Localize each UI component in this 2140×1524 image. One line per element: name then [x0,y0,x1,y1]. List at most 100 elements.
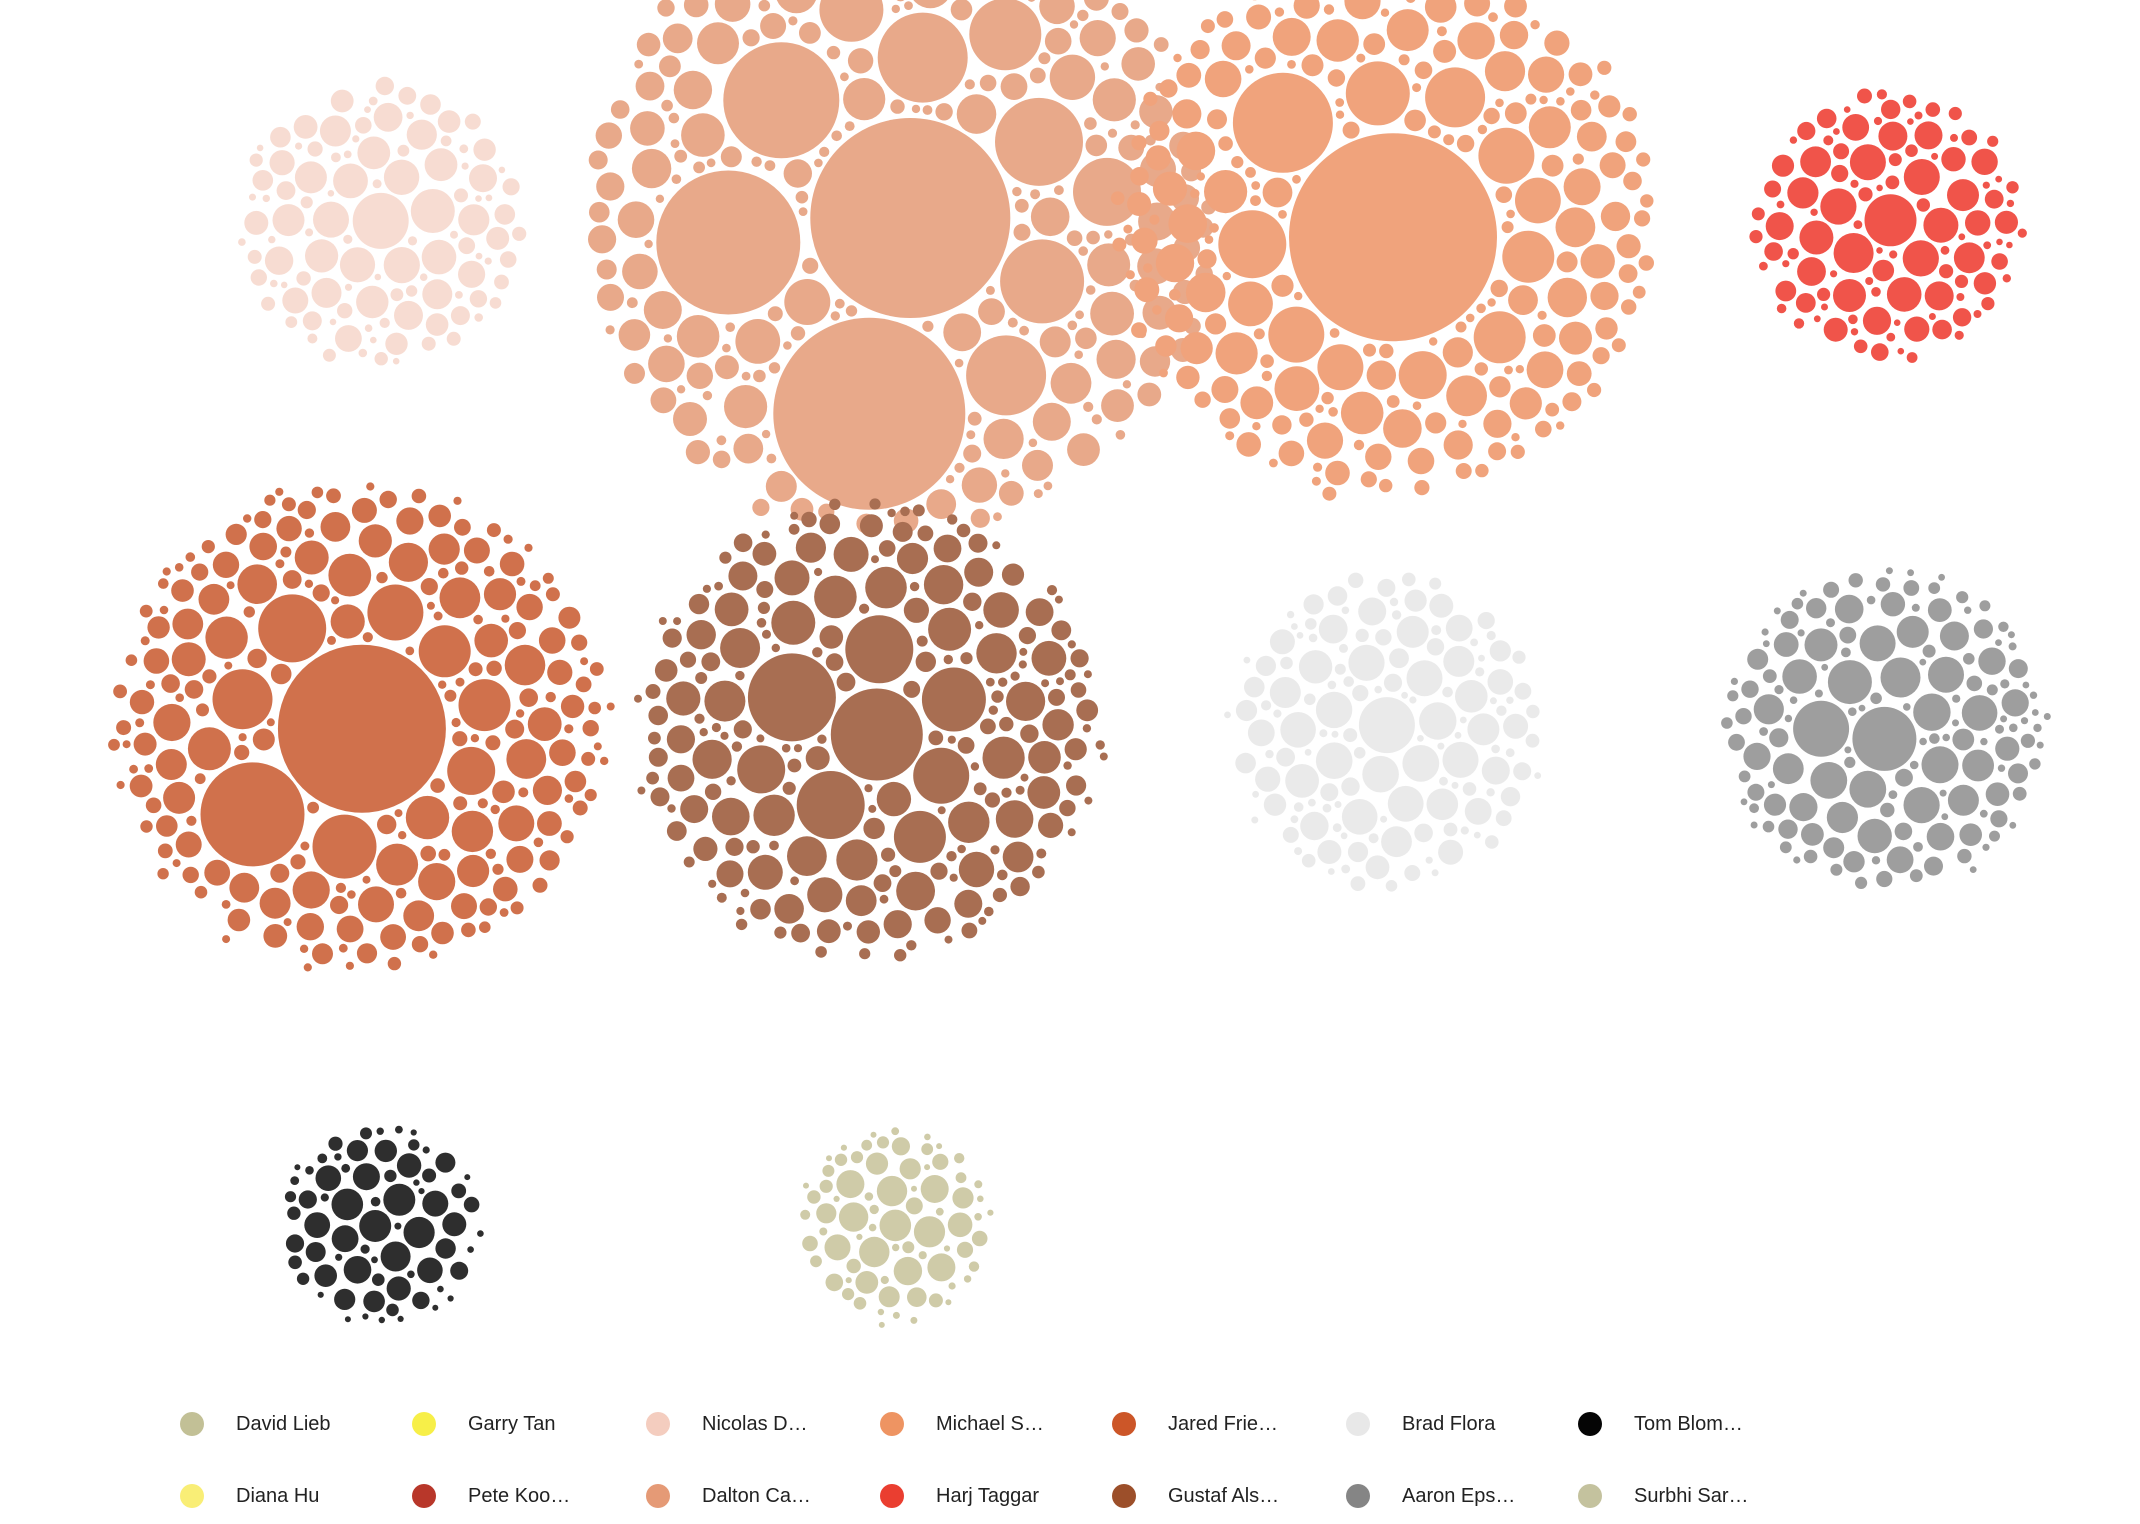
bubble[interactable] [1952,719,1959,727]
bubble[interactable] [533,837,544,848]
bubble[interactable] [1789,696,1798,704]
bubble[interactable] [408,1139,420,1151]
bubble[interactable] [276,515,302,542]
bubble[interactable] [819,146,830,157]
bubble[interactable] [1502,230,1555,283]
bubble[interactable] [958,851,995,888]
bubble[interactable] [1893,319,1901,327]
bubble[interactable] [1495,810,1512,827]
bubble[interactable] [352,135,360,143]
bubble[interactable] [307,801,319,814]
bubble[interactable] [372,179,382,189]
bubble[interactable] [1366,360,1397,390]
bubble[interactable] [1228,281,1273,327]
bubble[interactable] [1443,822,1458,837]
bubble[interactable] [1274,366,1320,411]
bubble[interactable] [1505,748,1515,758]
bubble[interactable] [891,1127,900,1136]
bubble[interactable] [666,725,696,754]
bubble[interactable] [304,579,314,588]
bubble[interactable] [581,751,596,766]
bubble[interactable] [728,561,758,591]
bubble[interactable] [850,1151,864,1164]
bubble[interactable] [1876,247,1883,254]
bubble[interactable] [330,604,365,639]
bubble[interactable] [1446,375,1487,417]
bubble[interactable] [1131,135,1147,151]
bubble[interactable] [825,1273,844,1292]
bubble[interactable] [418,863,456,901]
bubble[interactable] [1939,264,1954,279]
bubble[interactable] [312,943,333,965]
bubble[interactable] [1539,95,1548,105]
bubble[interactable] [676,385,686,394]
bubble[interactable] [1590,281,1619,311]
bubble[interactable] [840,1144,848,1151]
bubble[interactable] [983,418,1024,459]
bubble[interactable] [1623,171,1642,191]
bubble[interactable] [135,718,145,728]
bubble[interactable] [909,581,920,592]
bubble[interactable] [270,663,292,685]
bubble[interactable] [1261,700,1272,711]
bubble[interactable] [692,739,732,779]
bubble[interactable] [845,1277,852,1284]
bubble[interactable] [790,876,799,886]
bubble[interactable] [302,311,322,331]
bubble[interactable] [172,859,181,868]
bubble[interactable] [360,1244,370,1254]
bubble[interactable] [437,110,461,133]
bubble[interactable] [153,703,191,742]
bubble[interactable] [1122,380,1132,389]
bubble[interactable] [1823,135,1834,146]
bubble[interactable] [1442,741,1479,778]
bubble[interactable] [1083,401,1094,412]
bubble[interactable] [645,684,661,699]
bubble[interactable] [377,814,397,835]
bubble[interactable] [299,944,309,953]
bubble[interactable] [294,1164,301,1171]
bubble[interactable] [1339,643,1348,653]
bubble[interactable] [1771,154,1795,177]
bubble[interactable] [2029,691,2038,699]
bubble[interactable] [256,144,264,152]
bubble[interactable] [1833,143,1850,160]
bubble[interactable] [1799,220,1834,255]
bubble[interactable] [1427,125,1441,139]
bubble[interactable] [987,1209,994,1216]
bubble[interactable] [702,390,713,401]
bubble[interactable] [1343,728,1358,743]
bubble[interactable] [1559,321,1592,355]
bubble[interactable] [1425,67,1486,128]
bubble[interactable] [1038,812,1064,839]
bubble[interactable] [362,1313,369,1320]
bubble[interactable] [1232,72,1333,173]
bubble[interactable] [998,480,1024,506]
bubble[interactable] [876,1136,890,1149]
bubble[interactable] [1409,696,1417,704]
bubble[interactable] [1991,253,2008,270]
bubble[interactable] [714,0,751,22]
bubble[interactable] [461,162,469,170]
bubble[interactable] [264,494,276,506]
bubble[interactable] [1261,370,1273,382]
bubble[interactable] [2043,713,2051,720]
bubble[interactable] [802,257,819,274]
bubble[interactable] [560,830,574,844]
bubble[interactable] [1459,716,1467,724]
bubble[interactable] [1054,185,1064,196]
bubble[interactable] [1265,749,1274,759]
bubble[interactable] [417,1257,443,1284]
bubble[interactable] [1969,866,1977,873]
bubble[interactable] [1368,833,1379,844]
bubble[interactable] [756,581,774,598]
bubble[interactable] [1532,324,1556,347]
bubble[interactable] [1322,486,1337,501]
bubble[interactable] [1000,73,1028,100]
bubble[interactable] [473,138,496,161]
bubble[interactable] [145,680,155,690]
bubble[interactable] [341,1163,351,1173]
bubble[interactable] [343,1256,372,1284]
bubble[interactable] [1803,849,1818,864]
bubble[interactable] [1735,708,1752,725]
